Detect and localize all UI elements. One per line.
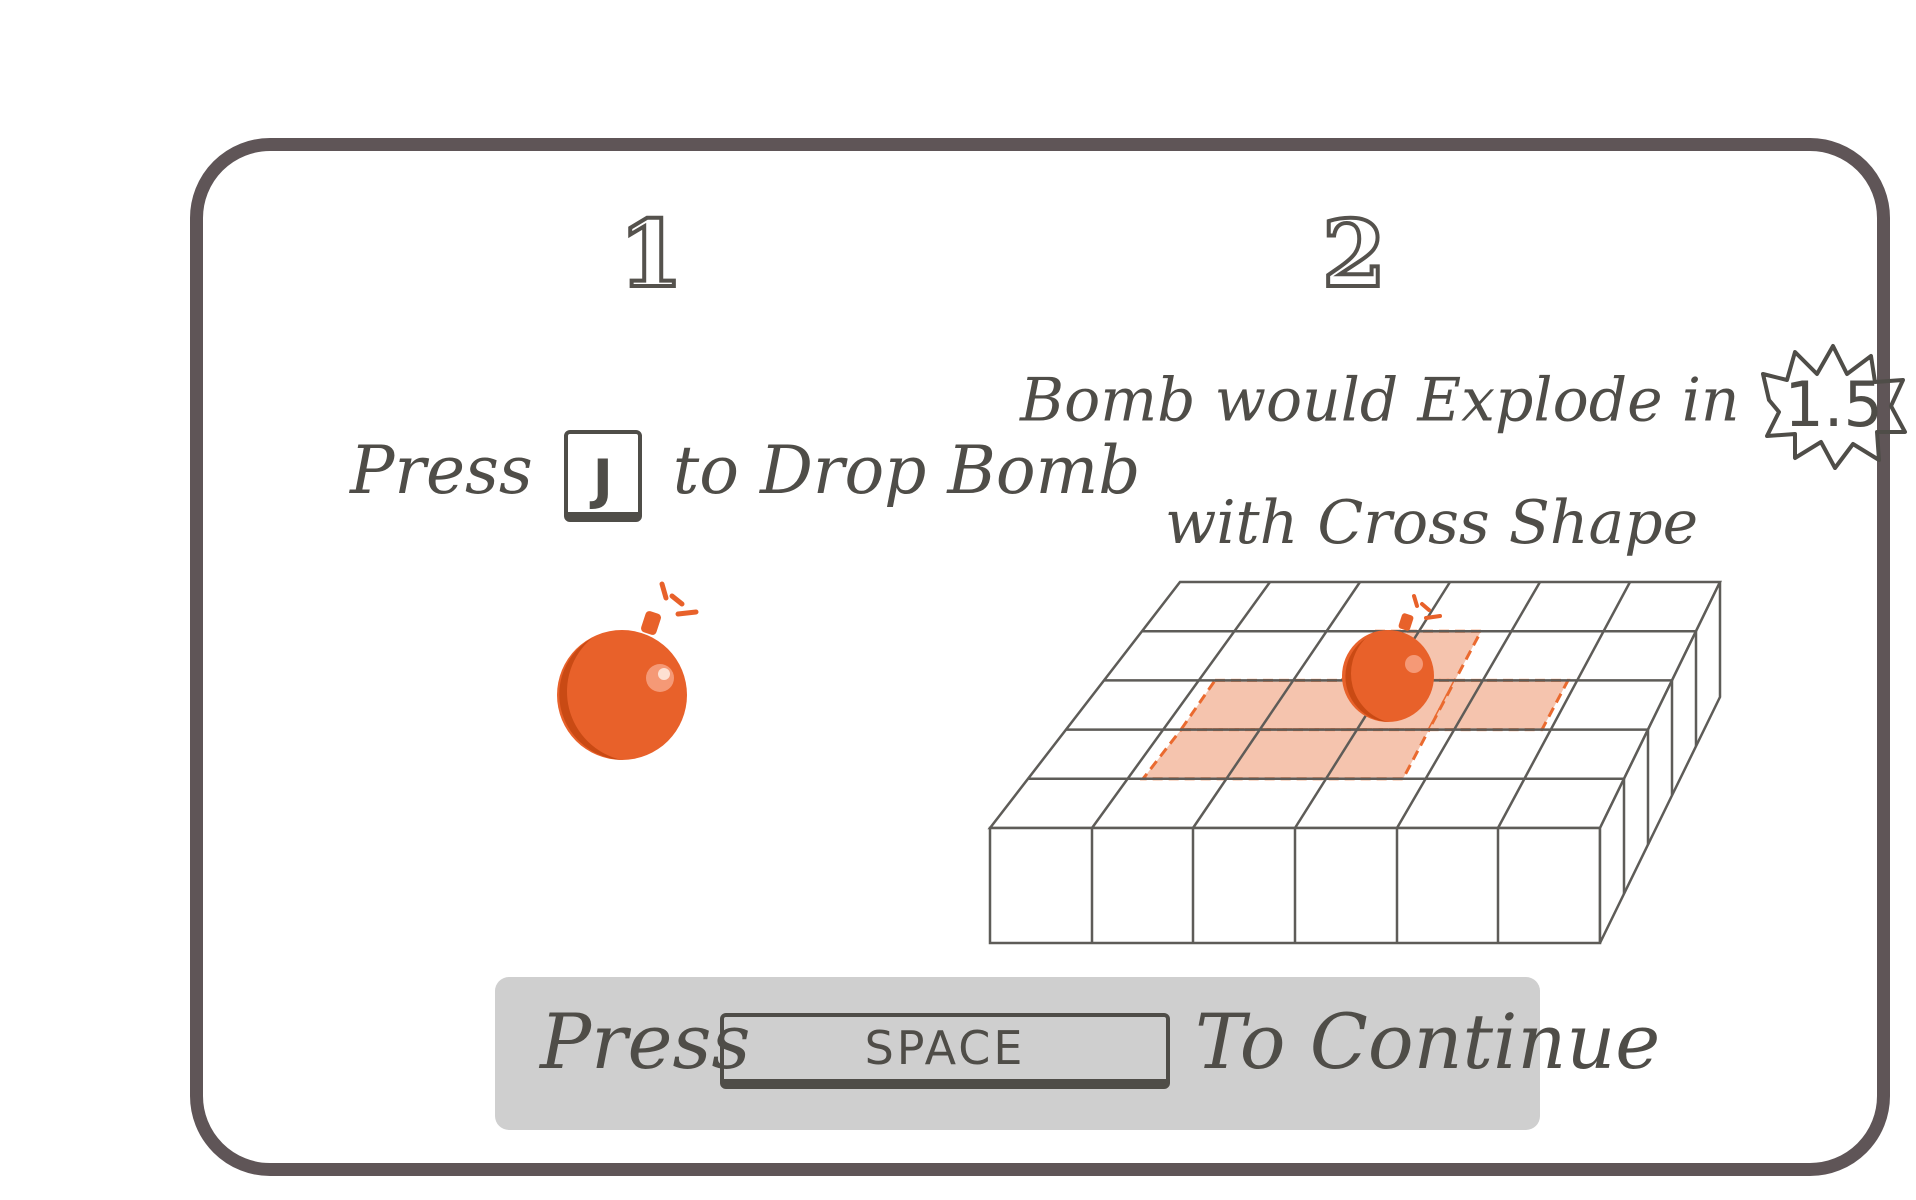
continue-press-text: Press — [540, 997, 751, 1086]
continue-action-text: To Continue — [1195, 997, 1661, 1086]
j-key-icon: J — [563, 430, 642, 522]
step-2-caption-line-1: Bomb would Explode in 1.5 secs — [1020, 344, 1916, 470]
step-1-caption: Press J to Drop Bomb — [350, 430, 1140, 522]
step-2-caption-line-2: with Cross Shape — [1165, 488, 1699, 558]
step-1-number: 1 — [617, 198, 685, 310]
bomb-icon — [557, 581, 699, 760]
cross-blast-grid — [987, 580, 1723, 945]
step-1-press-text: Press — [350, 432, 533, 509]
continue-prompt[interactable]: Press SPACE To Continue — [495, 977, 1660, 1130]
explode-seconds: 1.5 — [1784, 368, 1883, 441]
explosion-burst-icon: 1.5 — [1759, 344, 1909, 470]
tutorial-frame — [190, 138, 1890, 1176]
step-2-number: 2 — [1320, 198, 1388, 310]
space-key-icon: SPACE — [720, 1013, 1170, 1089]
step-1-action-text: to Drop Bomb — [672, 432, 1141, 509]
grid-bomb-icon — [1342, 594, 1442, 722]
step-2-explode-text: Bomb would Explode in — [1020, 365, 1740, 436]
